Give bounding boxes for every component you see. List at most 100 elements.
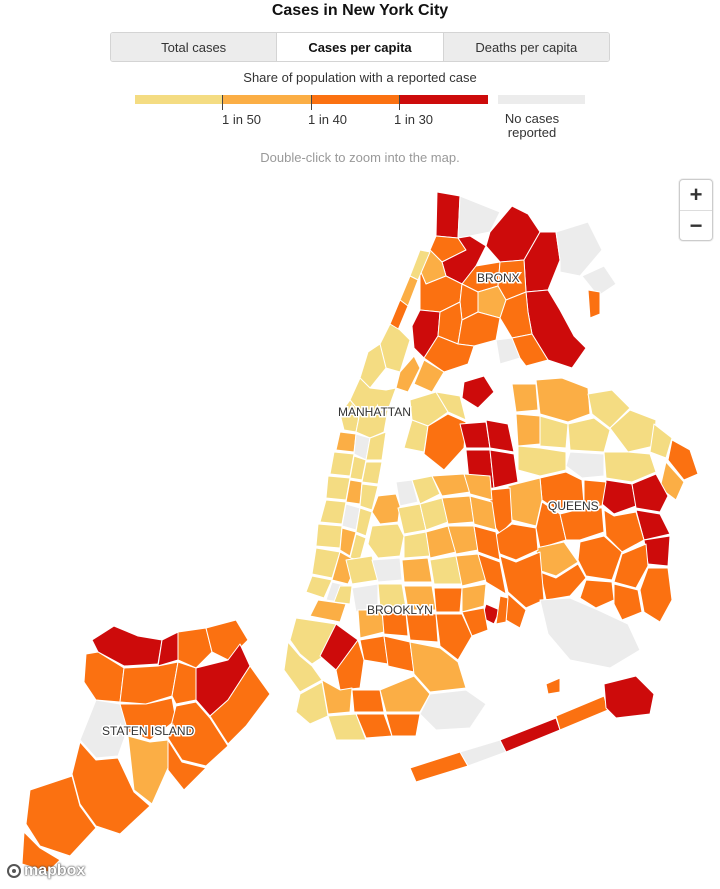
bronx-zip[interactable] [581,265,617,297]
queens-zip[interactable] [567,417,611,453]
brooklyn-zip[interactable] [371,557,403,583]
queens-zip[interactable] [667,439,699,481]
brooklyn-zip[interactable] [495,595,509,625]
nyc-choropleth-map[interactable]: BRONX MANHATTAN QUEENS BROOKLYN STATEN I… [0,175,720,889]
brooklyn-zip[interactable] [441,495,475,525]
brooklyn-zip[interactable] [477,553,507,595]
manhattan-zip[interactable] [335,431,357,453]
bronx-zip[interactable] [555,221,603,277]
manhattan-zip[interactable] [329,451,355,477]
queens-zip[interactable] [535,377,591,423]
brooklyn-zip[interactable] [351,583,379,613]
brooklyn-zip[interactable] [395,479,419,507]
manhattan-zip[interactable] [319,499,347,525]
queens-zip[interactable] [603,451,657,483]
rockaway-zip[interactable] [409,751,469,783]
queens-zip[interactable] [539,415,569,449]
queens-zip[interactable] [587,389,631,429]
queens-zip[interactable] [649,423,673,459]
zoom-in-button[interactable]: + [680,180,712,211]
staten-island-zip[interactable] [25,775,97,857]
queens-zip[interactable] [539,597,641,669]
queens-zip[interactable] [515,413,541,447]
manhattan-zip[interactable] [365,431,387,461]
manhattan-zip[interactable] [305,575,333,599]
queens-zip[interactable] [613,543,649,589]
brooklyn-zip[interactable] [295,681,329,725]
brooklyn-zip[interactable] [409,641,467,693]
brooklyn-zip[interactable] [469,495,497,531]
brooklyn-zip[interactable] [461,607,489,637]
queens-zip[interactable] [631,473,669,513]
queens-zip[interactable] [409,391,449,427]
brooklyn-zip[interactable] [367,523,405,559]
queens-zip[interactable] [613,583,643,621]
queens-zip[interactable] [511,383,539,413]
mapbox-logo[interactable]: mapbox [7,862,85,880]
queens-zip[interactable] [583,479,607,507]
queens-zip[interactable] [493,523,539,561]
brooklyn-zip[interactable] [433,587,463,613]
brooklyn-zip[interactable] [461,583,487,613]
manhattan-zip[interactable] [361,461,383,485]
brooklyn-zip[interactable] [419,689,487,731]
tab-cases-per-capita[interactable]: Cases per capita [277,33,444,61]
brooklyn-zip[interactable] [359,635,389,665]
queens-zip[interactable] [517,445,567,477]
queens-zip[interactable] [403,419,429,453]
staten-island-zip[interactable] [157,631,179,667]
manhattan-zip[interactable] [359,483,379,511]
rockaway-zip[interactable] [459,739,507,767]
brooklyn-zip[interactable] [411,475,441,505]
rikers-island[interactable] [461,375,495,409]
queens-zip[interactable] [639,567,673,623]
brooklyn-zip[interactable] [473,525,501,561]
staten-island-zip[interactable] [119,661,179,705]
manhattan-zip[interactable] [311,547,341,579]
queens-zip[interactable] [601,479,637,515]
manhattan-zip[interactable] [315,523,343,549]
brooklyn-zip[interactable] [371,493,401,525]
manhattan-zip[interactable] [395,355,421,393]
queens-zip[interactable] [423,413,467,471]
queens-zip[interactable] [435,391,467,421]
manhattan-zip[interactable] [325,475,351,501]
staten-island-zip[interactable] [21,831,61,873]
bronx-zip[interactable] [511,333,549,367]
brooklyn-zip[interactable] [333,585,353,605]
brooklyn-zip[interactable] [383,635,415,673]
staten-island-zip[interactable] [167,739,207,791]
queens-zip[interactable] [659,461,685,501]
brooklyn-zip[interactable] [381,609,409,637]
queens-zip[interactable] [565,451,605,479]
zoom-out-button[interactable]: − [689,213,703,238]
rockaway-zip[interactable] [499,717,561,753]
brooklyn-zip[interactable] [463,473,493,501]
brooklyn-zip[interactable] [435,613,473,661]
tab-deaths-per-capita[interactable]: Deaths per capita [443,33,609,61]
rockaway-zip[interactable] [555,695,609,731]
brooklyn-zip[interactable] [377,583,407,609]
manhattan-zip[interactable] [355,507,373,537]
bronx-riverdale-zip[interactable] [435,191,461,239]
queens-zip[interactable] [559,507,605,541]
staten-island-zip[interactable] [167,701,229,767]
staten-island-zip[interactable] [209,665,271,745]
staten-island-zip[interactable] [71,741,151,835]
queens-zip[interactable] [603,509,645,553]
brooklyn-zip[interactable] [401,557,433,583]
staten-island-zip[interactable] [171,661,197,705]
brooklyn-zip[interactable] [351,689,385,713]
queens-zip[interactable] [485,419,515,453]
tab-total-cases[interactable]: Total cases [111,33,278,61]
brooklyn-zip[interactable] [385,713,421,737]
brooklyn-zip[interactable] [405,611,439,643]
bronx-zip[interactable] [413,359,445,393]
manhattan-zip[interactable] [339,399,361,433]
queens-zip[interactable] [579,579,615,609]
bronx-zip[interactable] [423,335,475,373]
brooklyn-zip[interactable] [335,639,365,691]
queens-zip[interactable] [489,449,519,489]
queens-zip[interactable] [577,535,623,581]
bronx-zip[interactable] [587,289,601,319]
